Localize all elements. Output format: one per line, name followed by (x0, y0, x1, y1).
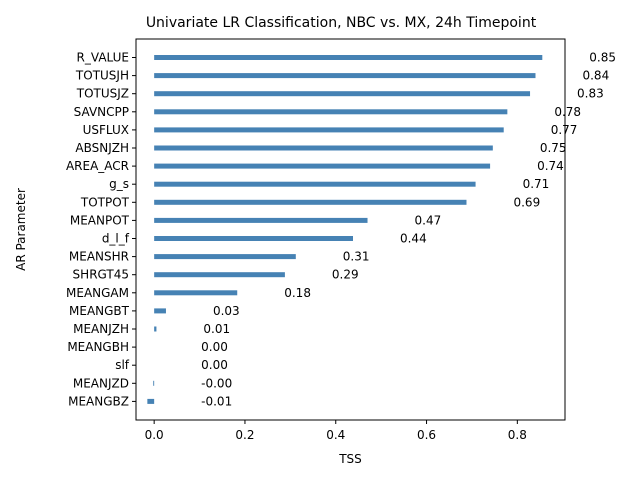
bar-meanshr (154, 254, 296, 260)
y-tick-label: SHRGT45 (73, 268, 129, 282)
y-tick-label: MEANPOT (70, 213, 130, 227)
bar-meangbt (154, 308, 166, 314)
y-tick-label: MEANGBT (69, 304, 130, 318)
y-axis-ticks: R_VALUE TOTUSJH TOTUSJZ SAVNCPP USFLUX ABSNJZ… (66, 51, 136, 408)
x-tick-label: 0.2 (235, 428, 254, 442)
y-tick-label: TOTUSJH (75, 69, 129, 83)
data-label: 0.00 (201, 358, 228, 372)
data-label: -0.00 (201, 376, 232, 390)
chart-title: Univariate LR Classification, NBC vs. MX… (146, 15, 537, 31)
data-label: 0.00 (201, 340, 228, 354)
x-tick-label: 0.6 (417, 428, 436, 442)
data-label: 0.47 (415, 213, 442, 227)
data-labels-layer: 0.85 0.84 0.83 0.78 0.77 0.75 0.74 0.71 0.69 0.47… (201, 51, 616, 409)
y-tick-label: SAVNCPP (74, 105, 129, 119)
y-tick-label: slf (115, 358, 130, 372)
y-tick-label: TOTPOT (80, 195, 130, 209)
data-label: 0.85 (589, 51, 616, 65)
data-label: 0.01 (203, 322, 230, 336)
data-label: 0.75 (540, 141, 567, 155)
y-tick-label: g_s (109, 177, 129, 191)
x-tick-label: 0.0 (145, 428, 164, 442)
y-tick-label: R_VALUE (77, 51, 129, 65)
y-tick-label: MEANJZD (73, 376, 129, 390)
data-label: 0.69 (513, 195, 540, 209)
y-tick-label: MEANGBH (67, 340, 129, 354)
data-label: 0.03 (213, 304, 240, 318)
data-label: 0.18 (284, 286, 311, 300)
bars-layer (147, 55, 543, 404)
data-label: 0.44 (400, 232, 427, 246)
data-label: 0.83 (577, 87, 604, 101)
bar-totusjh (154, 73, 536, 79)
bar-absnjzh (154, 145, 493, 151)
y-tick-label: TOTUSJZ (76, 87, 129, 101)
y-tick-label: USFLUX (83, 123, 129, 137)
plot-frame (135, 38, 566, 421)
bar-meangam (154, 290, 238, 296)
bar-meanpot (154, 217, 368, 223)
bar-meanjzh (154, 326, 157, 332)
y-tick-label: d_l_f (102, 232, 130, 246)
y-tick-label: MEANGBZ (68, 394, 129, 408)
x-axis-title: TSS (338, 452, 362, 466)
bar-meanjzd (153, 380, 155, 386)
data-label: 0.31 (343, 250, 370, 264)
bar-r-value (154, 55, 543, 60)
data-label: -0.01 (201, 394, 232, 408)
y-tick-label: AREA_ACR (66, 159, 129, 173)
bar-g-s (154, 181, 476, 187)
data-label: 0.77 (551, 123, 578, 137)
data-label: 0.78 (554, 105, 581, 119)
y-axis-title: AR Parameter (14, 188, 28, 271)
data-label: 0.29 (332, 268, 359, 282)
bar-area-acr (154, 163, 491, 169)
data-label: 0.74 (537, 159, 564, 173)
x-tick-label: 0.4 (326, 428, 345, 442)
bar-d-l-f (154, 236, 353, 241)
bar-meangbz (147, 398, 155, 404)
bar-totusjz (154, 91, 531, 97)
x-axis-ticks: 0.0 0.2 0.4 0.6 0.8 (145, 420, 527, 442)
x-tick-label: 0.8 (508, 428, 527, 442)
bar-savncpp (154, 109, 508, 115)
data-label: 0.84 (582, 69, 609, 83)
y-tick-label: MEANSHR (69, 250, 129, 264)
y-tick-label: MEANJZH (73, 322, 129, 336)
bar-usflux (154, 127, 504, 133)
y-tick-label: MEANGAM (66, 286, 129, 300)
data-label: 0.71 (523, 177, 550, 191)
bar-shrgt45 (154, 272, 285, 278)
bar-totpot (154, 199, 467, 205)
y-tick-label: ABSNJZH (75, 141, 129, 155)
